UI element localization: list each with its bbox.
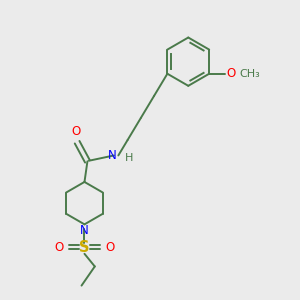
Text: O: O [55, 241, 64, 254]
Text: N: N [108, 149, 117, 162]
Text: O: O [71, 125, 80, 138]
Text: O: O [227, 67, 236, 80]
Text: O: O [105, 241, 114, 254]
Text: CH₃: CH₃ [239, 69, 260, 79]
Text: H: H [125, 153, 133, 164]
Text: N: N [80, 224, 89, 237]
Text: S: S [79, 240, 90, 255]
